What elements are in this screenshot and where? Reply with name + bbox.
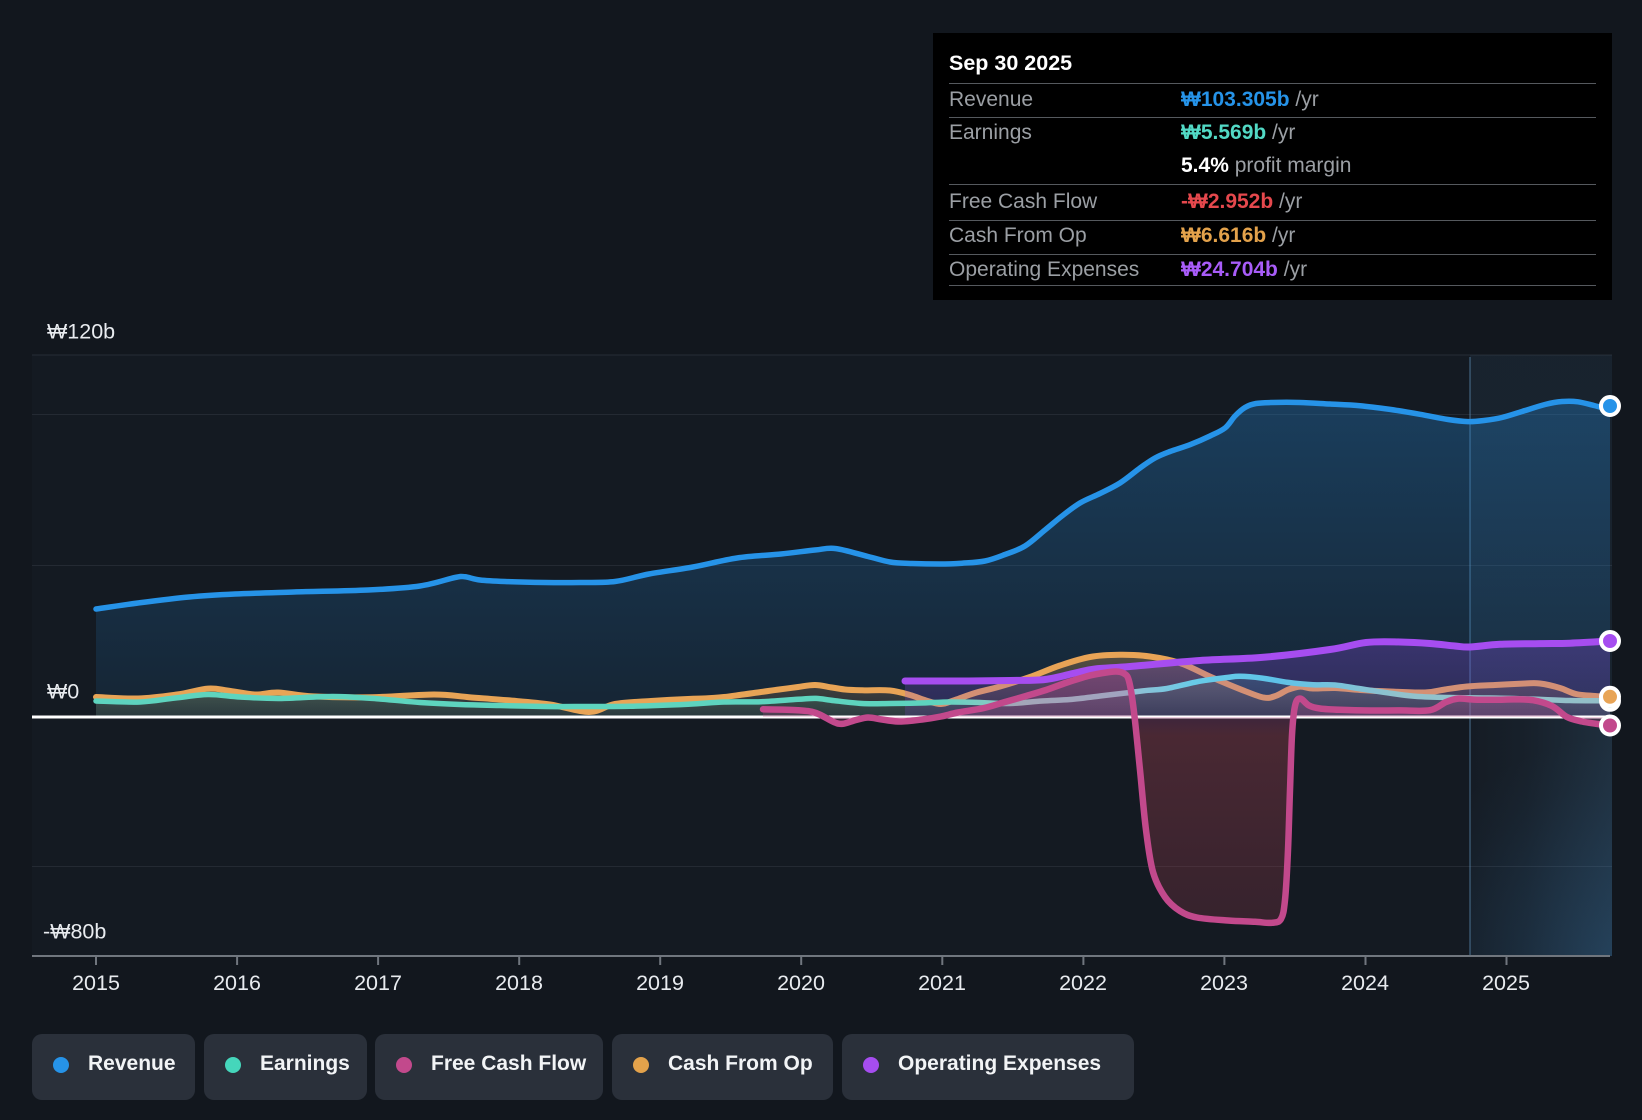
svg-text:₩120b: ₩120b bbox=[47, 320, 115, 344]
svg-text:2024: 2024 bbox=[1341, 971, 1389, 995]
svg-text:2017: 2017 bbox=[354, 971, 402, 995]
svg-text:2022: 2022 bbox=[1059, 971, 1107, 995]
svg-text:2015: 2015 bbox=[72, 971, 120, 995]
svg-text:₩0: ₩0 bbox=[47, 680, 79, 704]
svg-text:2023: 2023 bbox=[1200, 971, 1248, 995]
svg-text:2025: 2025 bbox=[1482, 971, 1530, 995]
svg-text:2021: 2021 bbox=[918, 971, 966, 995]
svg-text:2016: 2016 bbox=[213, 971, 261, 995]
svg-text:2019: 2019 bbox=[636, 971, 684, 995]
svg-text:2018: 2018 bbox=[495, 971, 543, 995]
svg-text:-₩80b: -₩80b bbox=[43, 920, 106, 944]
svg-text:2020: 2020 bbox=[777, 971, 825, 995]
